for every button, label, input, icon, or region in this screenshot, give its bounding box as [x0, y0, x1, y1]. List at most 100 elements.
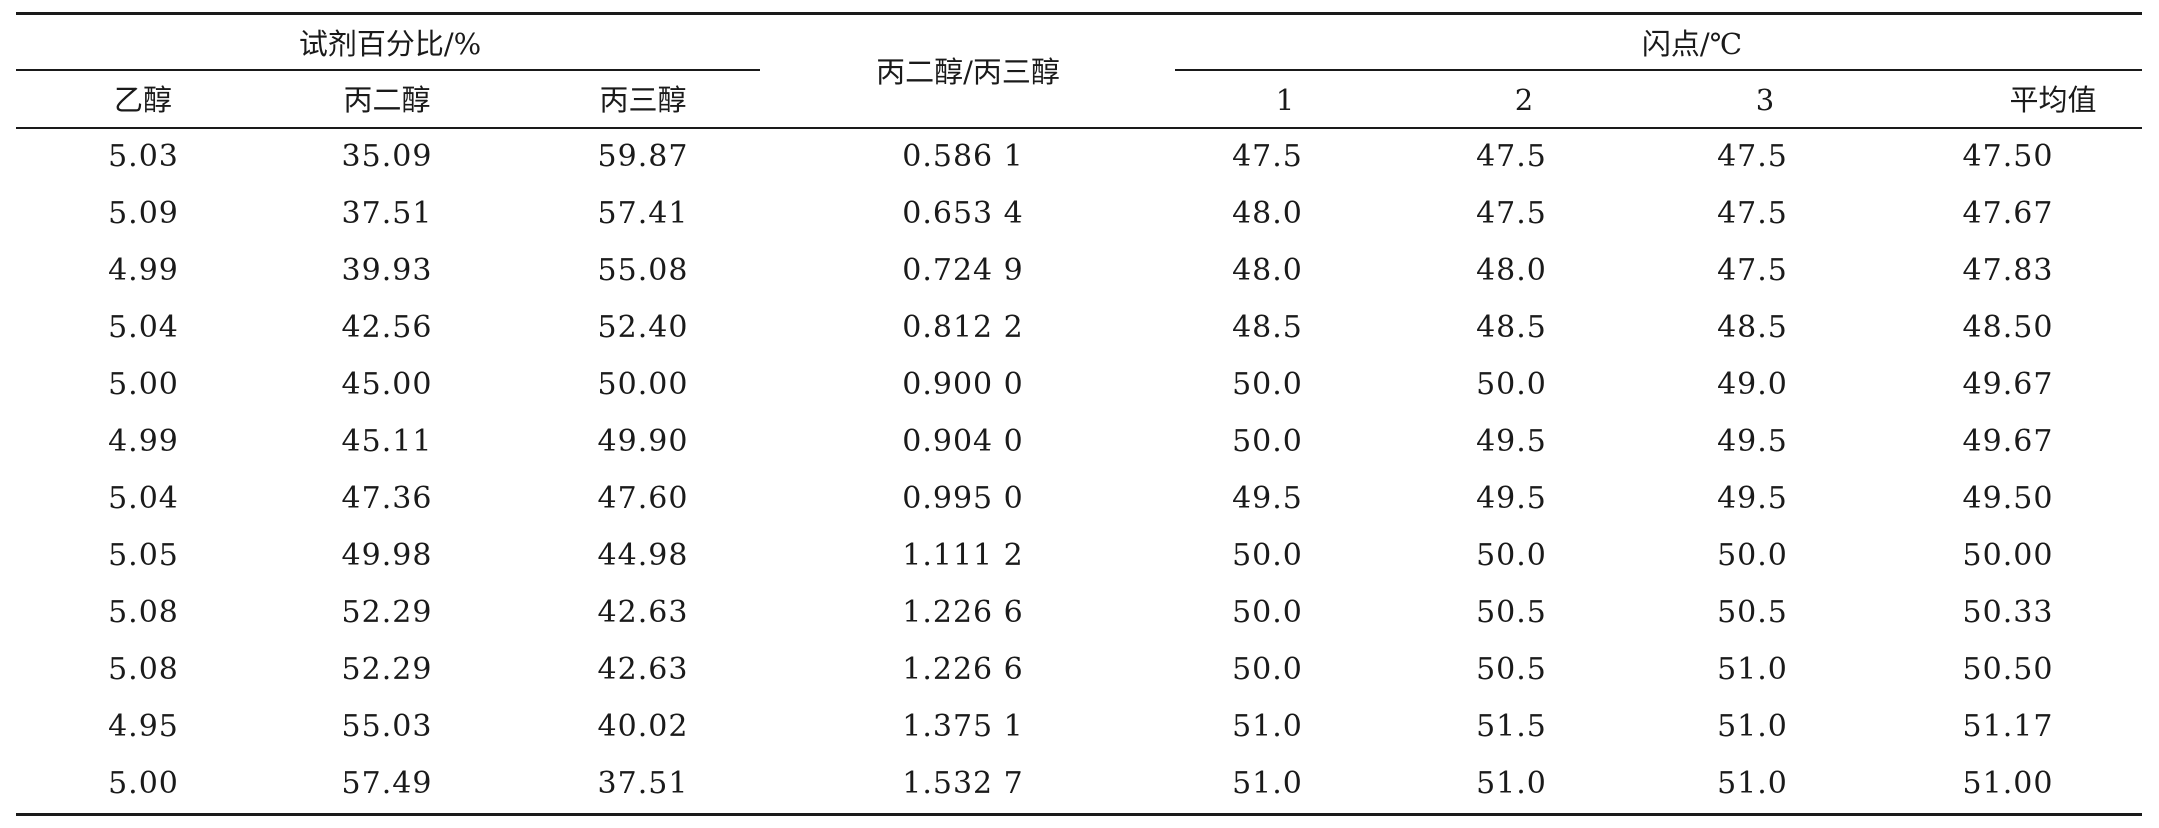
cell-trial-1: 50.0 [1232, 538, 1303, 573]
table-row: 5.05 49.98 44.98 1.111 2 50.0 50.0 50.0 50.00 [16, 527, 2142, 584]
cell-propylene-glycol: 35.09 [341, 139, 433, 174]
table-row: 5.00 45.00 50.00 0.900 0 50.0 50.0 49.0 49.67 [16, 356, 2142, 413]
cell-average: 47.83 [1962, 253, 2054, 288]
cell-trial-2: 48.5 [1476, 310, 1547, 345]
cell-ratio: 0.900 0 [902, 367, 1024, 402]
cell-ethanol: 5.00 [108, 367, 179, 402]
cell-glycerol: 57.41 [597, 196, 689, 231]
cell-glycerol: 59.87 [597, 139, 689, 174]
cell-average: 50.50 [1962, 652, 2054, 687]
cell-trial-1: 48.0 [1232, 253, 1303, 288]
header-trial-2: 2 [1514, 83, 1534, 117]
header-ethanol: 乙醇 [113, 83, 173, 117]
cell-glycerol: 42.63 [597, 595, 689, 630]
cell-ethanol: 5.05 [108, 538, 179, 573]
cell-ethanol: 5.04 [108, 310, 179, 345]
cell-ratio: 1.226 6 [902, 595, 1024, 630]
cell-glycerol: 52.40 [597, 310, 689, 345]
cell-trial-3: 49.5 [1717, 424, 1788, 459]
cell-ethanol: 4.95 [108, 709, 179, 744]
cell-trial-1: 48.0 [1232, 196, 1303, 231]
cell-ethanol: 4.99 [108, 424, 179, 459]
cell-propylene-glycol: 45.11 [341, 424, 433, 459]
header-average: 平均值 [2009, 83, 2097, 117]
cell-trial-3: 51.0 [1717, 766, 1788, 801]
cell-average: 51.00 [1962, 766, 2054, 801]
cell-ethanol: 5.09 [108, 196, 179, 231]
cell-trial-2: 50.5 [1476, 595, 1547, 630]
cell-ratio: 0.812 2 [902, 310, 1024, 345]
cell-trial-1: 50.0 [1232, 652, 1303, 687]
cell-ethanol: 5.04 [108, 481, 179, 516]
cell-ratio: 0.653 4 [902, 196, 1024, 231]
cell-trial-3: 47.5 [1717, 253, 1788, 288]
cell-trial-2: 48.0 [1476, 253, 1547, 288]
cell-trial-2: 47.5 [1476, 196, 1547, 231]
flash-point-group-rule [1175, 69, 2142, 71]
cell-trial-2: 50.0 [1476, 367, 1547, 402]
cell-propylene-glycol: 57.49 [341, 766, 433, 801]
header-propylene-glycol: 丙二醇 [343, 83, 431, 117]
cell-trial-3: 49.5 [1717, 481, 1788, 516]
cell-average: 49.67 [1962, 424, 2054, 459]
cell-ratio: 1.226 6 [902, 652, 1024, 687]
cell-trial-3: 50.5 [1717, 595, 1788, 630]
cell-ratio: 0.995 0 [902, 481, 1024, 516]
cell-trial-1: 47.5 [1232, 139, 1303, 174]
table-row: 5.04 47.36 47.60 0.995 0 49.5 49.5 49.5 49.50 [16, 470, 2142, 527]
cell-glycerol: 44.98 [597, 538, 689, 573]
header-glycerol: 丙三醇 [599, 83, 687, 117]
reagent-group-rule [16, 69, 760, 71]
cell-ratio: 0.904 0 [902, 424, 1024, 459]
header-trial-3: 3 [1755, 83, 1775, 117]
cell-trial-3: 49.0 [1717, 367, 1788, 402]
table-row: 4.95 55.03 40.02 1.375 1 51.0 51.5 51.0 51.17 [16, 698, 2142, 755]
cell-trial-1: 50.0 [1232, 595, 1303, 630]
table-row: 5.04 42.56 52.40 0.812 2 48.5 48.5 48.5 48.50 [16, 299, 2142, 356]
cell-ratio: 1.111 2 [902, 538, 1024, 573]
cell-trial-2: 50.5 [1476, 652, 1547, 687]
cell-ethanol: 5.03 [108, 139, 179, 174]
cell-trial-2: 50.0 [1476, 538, 1547, 573]
cell-ethanol: 4.99 [108, 253, 179, 288]
cell-trial-3: 50.0 [1717, 538, 1788, 573]
cell-propylene-glycol: 49.98 [341, 538, 433, 573]
cell-trial-1: 51.0 [1232, 709, 1303, 744]
cell-average: 49.50 [1962, 481, 2054, 516]
header-trial-1: 1 [1275, 83, 1295, 117]
cell-trial-3: 48.5 [1717, 310, 1788, 345]
table-row: 4.99 45.11 49.90 0.904 0 50.0 49.5 49.5 49.67 [16, 413, 2142, 470]
cell-ratio: 0.724 9 [902, 253, 1024, 288]
table-row: 5.03 35.09 59.87 0.586 1 47.5 47.5 47.5 47.50 [16, 128, 2142, 185]
cell-propylene-glycol: 47.36 [341, 481, 433, 516]
cell-trial-1: 51.0 [1232, 766, 1303, 801]
cell-propylene-glycol: 42.56 [341, 310, 433, 345]
header-flash-point: 闪点/℃ [1641, 27, 1743, 61]
header-ratio: 丙二醇/丙三醇 [876, 55, 1060, 89]
header-reagent-percent: 试剂百分比/% [298, 27, 482, 61]
cell-average: 51.17 [1962, 709, 2054, 744]
cell-propylene-glycol: 52.29 [341, 595, 433, 630]
cell-ratio: 1.532 7 [902, 766, 1024, 801]
cell-average: 47.50 [1962, 139, 2054, 174]
cell-trial-2: 51.5 [1476, 709, 1547, 744]
cell-trial-1: 49.5 [1232, 481, 1303, 516]
cell-propylene-glycol: 39.93 [341, 253, 433, 288]
cell-propylene-glycol: 55.03 [341, 709, 433, 744]
cell-glycerol: 42.63 [597, 652, 689, 687]
cell-propylene-glycol: 45.00 [341, 367, 433, 402]
cell-propylene-glycol: 37.51 [341, 196, 433, 231]
cell-ratio: 0.586 1 [902, 139, 1024, 174]
cell-trial-1: 50.0 [1232, 367, 1303, 402]
header-bottom-rule [16, 127, 2142, 129]
cell-ethanol: 5.08 [108, 595, 179, 630]
cell-trial-2: 47.5 [1476, 139, 1547, 174]
cell-trial-3: 51.0 [1717, 709, 1788, 744]
cell-trial-1: 50.0 [1232, 424, 1303, 459]
cell-trial-3: 51.0 [1717, 652, 1788, 687]
cell-propylene-glycol: 52.29 [341, 652, 433, 687]
table-row: 5.00 57.49 37.51 1.532 7 51.0 51.0 51.0 51.00 [16, 755, 2142, 812]
table-row: 5.09 37.51 57.41 0.653 4 48.0 47.5 47.5 47.67 [16, 185, 2142, 242]
cell-trial-2: 51.0 [1476, 766, 1547, 801]
